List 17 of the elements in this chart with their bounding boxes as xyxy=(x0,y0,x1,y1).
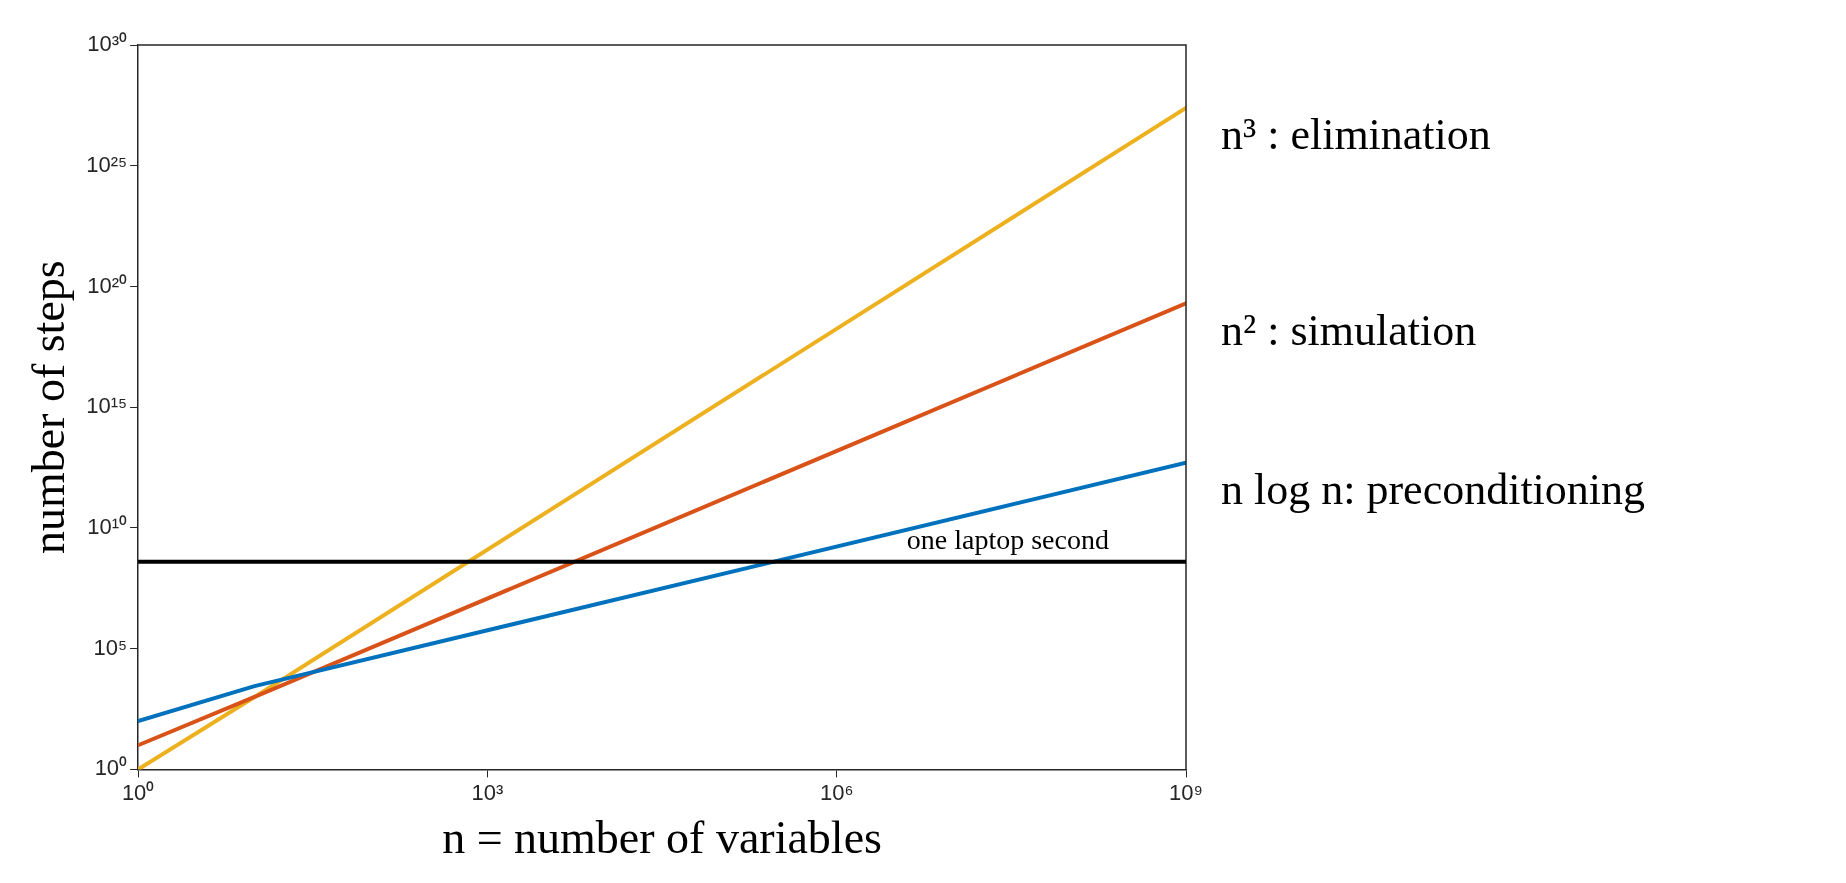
y-tick-label: 10¹⁵ xyxy=(86,393,128,419)
y-tick-label: 10²⁵ xyxy=(86,151,128,177)
y-tick-label: 10²⁰ xyxy=(87,272,128,298)
series-label: n² : simulation xyxy=(1221,305,1477,355)
y-tick-label: 10⁵ xyxy=(93,634,128,660)
x-tick-label: 10⁶ xyxy=(819,779,854,805)
y-tick-label: 10⁰ xyxy=(94,755,128,781)
x-tick-label: 10⁰ xyxy=(121,779,155,805)
x-axis-title: n = number of variables xyxy=(442,812,882,864)
series-label: n log n: preconditioning xyxy=(1221,465,1646,515)
y-axis-title: number of steps xyxy=(22,260,74,555)
x-tick-label: 10³ xyxy=(471,779,504,805)
y-tick-label: 10³⁰ xyxy=(87,31,128,57)
x-tick-label: 10⁹ xyxy=(1169,779,1203,805)
series-label: n³ : elimination xyxy=(1221,110,1491,160)
y-tick-label: 10¹⁰ xyxy=(87,514,128,539)
ref-line-label: one laptop second xyxy=(906,524,1109,556)
